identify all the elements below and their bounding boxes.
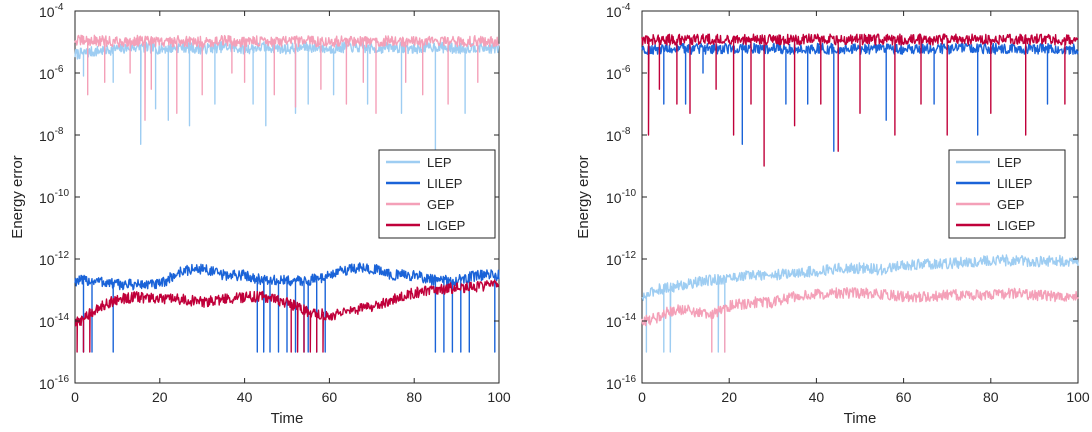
right-y-tick-label: 10-6 xyxy=(606,64,631,82)
left-y-tick-label: 10-6 xyxy=(39,64,64,82)
right-legend-label-lep: LEP xyxy=(997,155,1022,170)
right-legend-box xyxy=(948,149,1066,239)
left-y-tick-label: 10-16 xyxy=(39,374,69,392)
left-y-tick-label: 10-14 xyxy=(39,312,69,330)
right-series-lilep-line xyxy=(641,42,1079,152)
right-y-tick-label: 10-4 xyxy=(606,2,631,20)
left-series-gep-line xyxy=(74,34,500,121)
left-panel: 0 20 40 60 80 100 10-16 10-14 10-12 10-10 10-8 10-6… xyxy=(9,2,511,427)
left-y-tick-label: 10-10 xyxy=(39,188,69,206)
left-ticks-layer: 0 20 40 60 80 100 10-16 10-14 10-12 10-10 10-8 10-6… xyxy=(39,2,511,405)
left-legend-label-lilep: LILEP xyxy=(427,176,462,191)
left-y-tick-label: 10-8 xyxy=(39,126,64,144)
right-legend-label-lilep: LILEP xyxy=(997,176,1032,191)
right-y-tick-label: 10-14 xyxy=(606,312,636,330)
right-x-tick-label: 40 xyxy=(809,389,825,405)
right-y-axis-label: Energy error xyxy=(575,155,592,238)
left-legend: LEP LILEP GEP LIGEP xyxy=(378,149,496,239)
left-legend-label-gep: GEP xyxy=(427,197,454,212)
left-y-tick-label: 10-4 xyxy=(39,2,64,20)
right-x-tick-label: 20 xyxy=(721,389,737,405)
left-x-tick-label: 40 xyxy=(237,389,253,405)
left-y-tick-label: 10-12 xyxy=(39,250,69,268)
left-x-tick-label: 100 xyxy=(487,389,511,405)
right-y-tick-label: 10-8 xyxy=(606,126,631,144)
right-panel: 0 20 40 60 80 100 10-16 10-14 10-12 10-10 10-8 10-6… xyxy=(575,2,1090,427)
right-series-ligep-line xyxy=(641,33,1079,167)
right-y-tick-label: 10-10 xyxy=(606,188,636,206)
right-series-lep-line xyxy=(641,254,1079,353)
right-x-tick-label: 80 xyxy=(983,389,999,405)
right-y-tick-label: 10-16 xyxy=(606,374,636,392)
right-legend: LEP LILEP GEP LIGEP xyxy=(948,149,1066,239)
right-series-gep-line xyxy=(641,287,1079,353)
right-series-layer xyxy=(641,33,1079,353)
right-x-tick-label: 0 xyxy=(638,389,646,405)
left-legend-box xyxy=(378,149,496,239)
right-ticks-layer: 0 20 40 60 80 100 10-16 10-14 10-12 10-10 10-8 10-6… xyxy=(606,2,1090,405)
left-x-axis-label: Time xyxy=(271,410,304,427)
left-x-tick-label: 60 xyxy=(322,389,338,405)
left-series-ligep-line xyxy=(74,279,500,353)
right-x-axis-label: Time xyxy=(844,410,877,427)
left-y-axis-label: Energy error xyxy=(9,155,26,238)
right-y-tick-label: 10-12 xyxy=(606,250,636,268)
left-x-tick-label: 0 xyxy=(71,389,79,405)
right-legend-label-ligep: LIGEP xyxy=(997,218,1035,233)
left-legend-label-lep: LEP xyxy=(427,155,452,170)
left-x-tick-label: 80 xyxy=(406,389,422,405)
right-x-tick-label: 60 xyxy=(896,389,912,405)
right-legend-label-gep: GEP xyxy=(997,197,1024,212)
right-x-tick-label: 100 xyxy=(1066,389,1090,405)
left-series-lilep-line xyxy=(74,262,500,353)
left-legend-label-ligep: LIGEP xyxy=(427,218,465,233)
left-x-tick-label: 20 xyxy=(152,389,168,405)
left-series-layer xyxy=(74,34,500,353)
